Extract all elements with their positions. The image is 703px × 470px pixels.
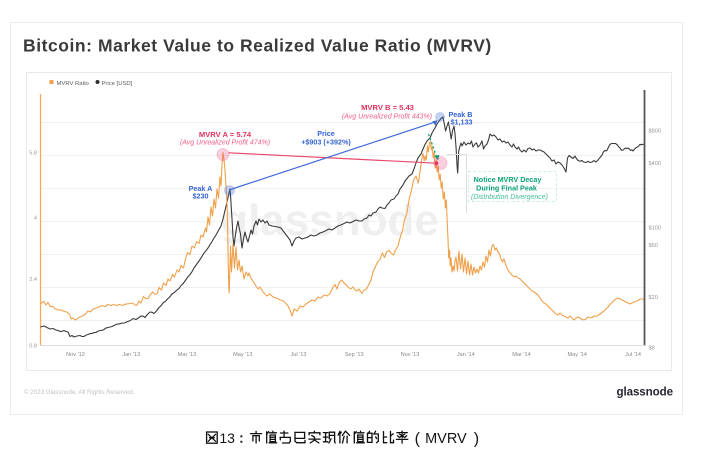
svg-text:$400: $400: [649, 161, 661, 167]
svg-text:Price [USD]: Price [USD]: [102, 81, 133, 87]
svg-text:Jul '13: Jul '13: [291, 352, 307, 358]
svg-text:$8: $8: [649, 346, 655, 352]
svg-text:Peak B: Peak B: [449, 110, 473, 119]
svg-text:$800: $800: [649, 129, 661, 135]
svg-text:Jan '13: Jan '13: [122, 352, 140, 358]
svg-text:4: 4: [34, 216, 37, 222]
svg-text:+$903 (+392%): +$903 (+392%): [301, 137, 351, 146]
svg-text:Peak A: Peak A: [189, 184, 213, 193]
svg-text:Nov '12: Nov '12: [66, 352, 85, 358]
svg-text:Sep '13: Sep '13: [345, 352, 364, 358]
svg-text:): ): [474, 431, 479, 448]
svg-text:Nov '13: Nov '13: [401, 352, 420, 358]
svg-text:(Avg Unrealized Profit 443%): (Avg Unrealized Profit 443%): [342, 114, 432, 121]
svg-text:Bitcoin: Market Value to Reali: Bitcoin: Market Value to Realized Value …: [23, 36, 492, 56]
svg-text:(: (: [415, 431, 421, 448]
svg-text:$20: $20: [649, 295, 658, 301]
svg-text:Notice MVRV Decay: Notice MVRV Decay: [474, 175, 542, 184]
svg-text:MVRV: MVRV: [425, 431, 467, 447]
svg-text:$100: $100: [649, 226, 661, 232]
svg-text:(Distribution Divergence): (Distribution Divergence): [471, 194, 548, 201]
svg-text:During Final Peak: During Final Peak: [476, 184, 537, 193]
svg-text:MVRV B = 5.43: MVRV B = 5.43: [361, 103, 414, 112]
svg-text:2.4: 2.4: [29, 277, 37, 283]
svg-text:glassnode: glassnode: [221, 196, 439, 245]
svg-text:$60: $60: [649, 243, 658, 249]
svg-text:May '14: May '14: [567, 352, 586, 358]
svg-text:Mar '13: Mar '13: [178, 352, 196, 358]
svg-text:© 2023 Glassnode, All Rights R: © 2023 Glassnode, All Rights Reserved.: [24, 389, 135, 396]
svg-text:13: 13: [219, 430, 235, 446]
svg-text:MVRV A = 5.74: MVRV A = 5.74: [199, 130, 252, 139]
svg-text:0.8: 0.8: [29, 344, 37, 350]
svg-text:Jan '14: Jan '14: [457, 352, 475, 358]
svg-text:glassnode: glassnode: [617, 385, 674, 398]
svg-text:$230: $230: [193, 192, 209, 201]
svg-text:5.8: 5.8: [29, 151, 37, 157]
svg-text:MVRV Ratio: MVRV Ratio: [57, 81, 90, 87]
svg-text:Jul '14: Jul '14: [625, 352, 641, 358]
svg-text:(Avg Unrealized Profit 474%): (Avg Unrealized Profit 474%): [180, 140, 270, 147]
svg-text:$1,133: $1,133: [451, 118, 473, 127]
svg-text:Price: Price: [317, 129, 335, 138]
svg-text:May '13: May '13: [233, 352, 252, 358]
svg-text:Mar '14: Mar '14: [512, 352, 530, 358]
